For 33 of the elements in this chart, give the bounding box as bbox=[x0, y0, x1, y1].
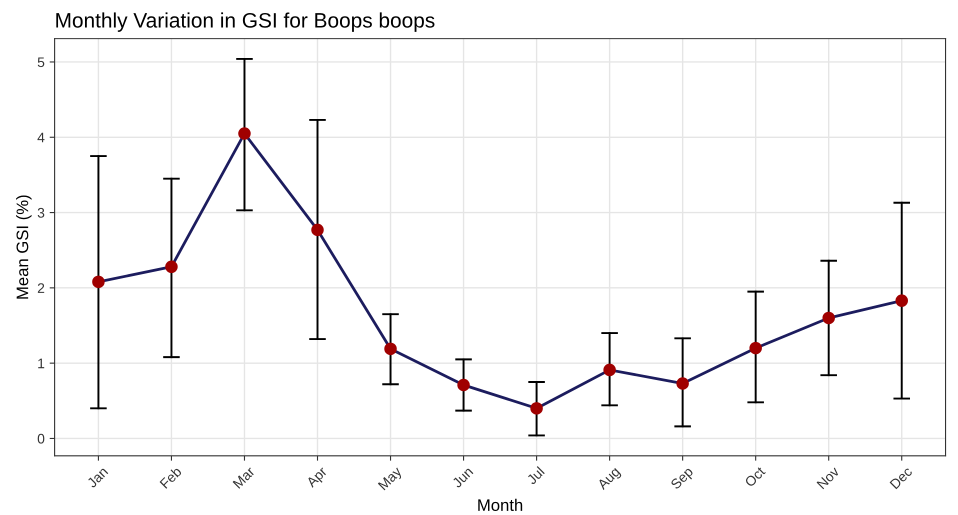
y-tick-label: 2 bbox=[38, 283, 44, 293]
y-tick-label: 0 bbox=[38, 434, 44, 444]
x-tick-label: Jan bbox=[86, 466, 108, 488]
y-axis-title: Mean GSI (%) bbox=[16, 195, 32, 299]
x-tick-label: Dec bbox=[890, 466, 913, 490]
y-tick-label: 3 bbox=[38, 208, 44, 218]
x-axis-title: Month bbox=[478, 498, 522, 511]
point bbox=[311, 224, 324, 236]
y-tick-label: 1 bbox=[38, 358, 44, 368]
point bbox=[603, 364, 616, 376]
x-tick-label: Jun bbox=[452, 466, 474, 488]
point bbox=[530, 402, 543, 415]
point bbox=[749, 342, 762, 354]
point bbox=[238, 127, 251, 140]
x-tick-label: Jul bbox=[526, 466, 545, 486]
point bbox=[895, 294, 908, 307]
point bbox=[822, 312, 835, 324]
y-tick-label: 4 bbox=[37, 132, 44, 142]
y-tick-label: 5 bbox=[38, 57, 44, 68]
point bbox=[92, 276, 105, 288]
point bbox=[165, 260, 178, 274]
x-tick-label: Oct bbox=[744, 466, 766, 488]
x-tick-label: Feb bbox=[159, 466, 182, 489]
point bbox=[676, 377, 689, 390]
x-tick-label: May bbox=[378, 466, 404, 492]
chart-title: Monthly Variation in GSI for Boops boops bbox=[56, 12, 434, 32]
x-tick-label: Mar bbox=[232, 466, 256, 489]
x-tick-label: Aug bbox=[596, 466, 622, 492]
point bbox=[457, 378, 470, 392]
point bbox=[384, 342, 397, 356]
x-tick-label: Apr bbox=[306, 466, 330, 490]
x-tick-label: Nov bbox=[816, 466, 840, 490]
x-tick-label: Sep bbox=[670, 466, 696, 492]
